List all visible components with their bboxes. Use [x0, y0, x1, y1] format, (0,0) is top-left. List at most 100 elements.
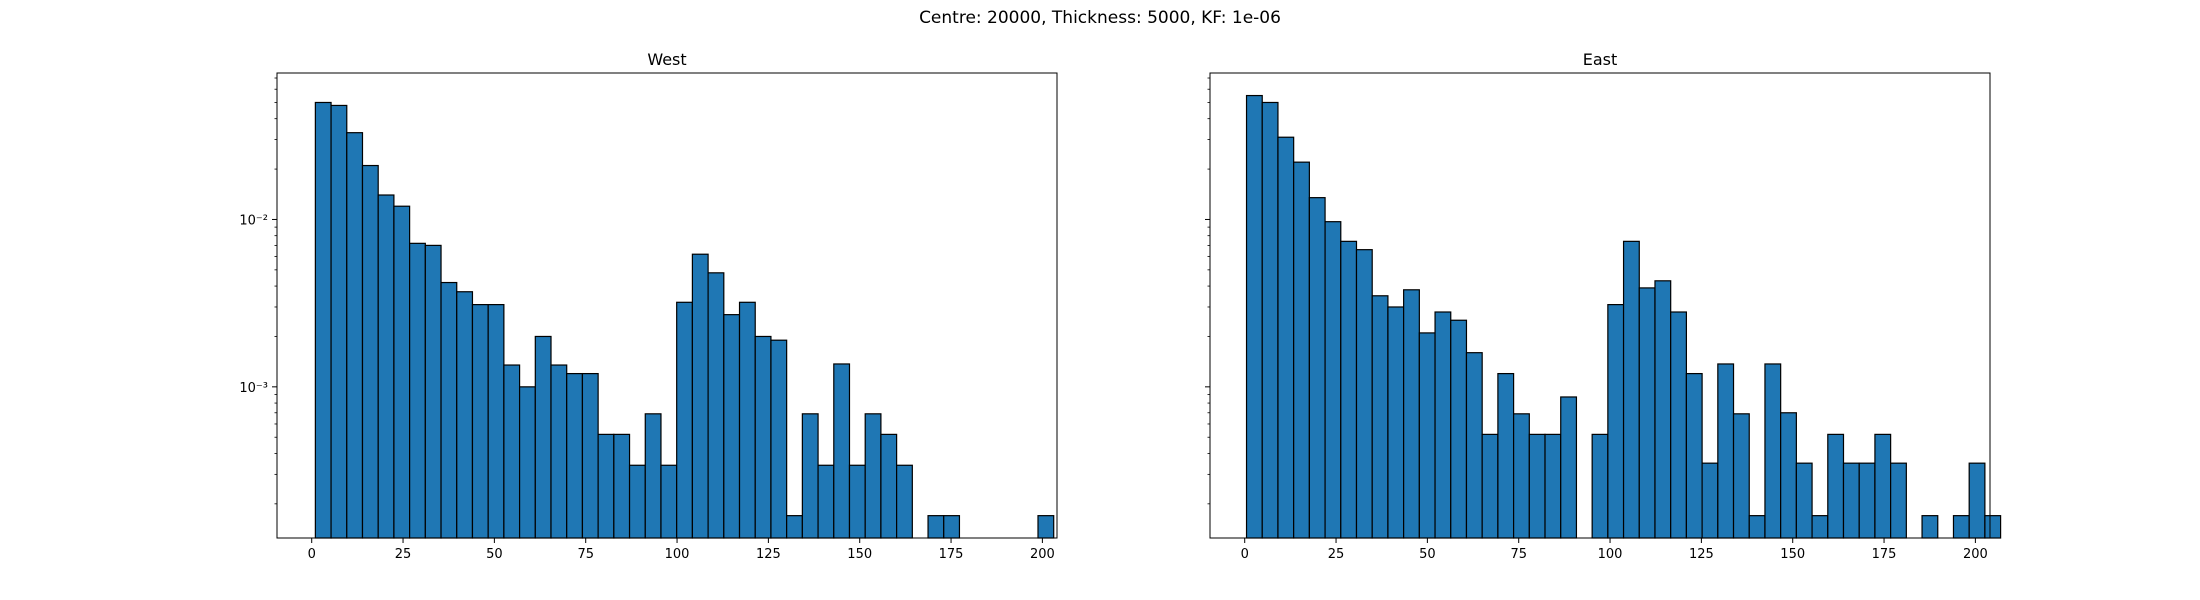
east-bar-13: [1450, 319, 1468, 539]
west-bar-16: [566, 372, 584, 539]
east-bar-6: [1340, 240, 1358, 539]
west-ytick-minor: [274, 77, 277, 505]
east-xtick-label-1: 25: [1328, 547, 1345, 562]
east-bar-7: [1355, 249, 1373, 539]
east-xtick-label-6: 150: [1780, 547, 1805, 562]
west-bar-19: [613, 433, 631, 539]
west-xtick-label-1: 25: [395, 547, 412, 562]
east-bar-31: [1732, 413, 1750, 539]
west-bar-40: [943, 515, 961, 539]
east-bar-30: [1717, 363, 1735, 539]
west-bar-17: [581, 372, 599, 539]
east-bar-36: [1811, 515, 1829, 539]
east-bar-25: [1638, 287, 1656, 539]
east-bar-34: [1780, 412, 1797, 539]
east-bar-20: [1560, 396, 1578, 539]
east-xtick-label-2: 50: [1419, 547, 1436, 562]
west-axes-title: West: [647, 50, 686, 69]
west-bar-22: [660, 464, 678, 539]
west-bar-30: [786, 515, 803, 539]
east-bar-11: [1418, 332, 1436, 539]
east-bar-5: [1324, 221, 1342, 539]
east-bar-27: [1670, 311, 1687, 539]
east-bar-15: [1481, 433, 1499, 539]
west-bar-6: [409, 242, 426, 539]
west-bar-36: [880, 433, 898, 539]
east-bar-45: [1952, 515, 1970, 539]
west-bars: [314, 101, 1055, 539]
west-bar-20: [628, 464, 646, 539]
west-xtick-label-4: 100: [665, 547, 690, 562]
west-bar-9: [456, 291, 474, 539]
west-xtick-label-8: 200: [1030, 547, 1055, 562]
west-bar-27: [738, 301, 756, 539]
west-xtick-label-3: 75: [577, 547, 594, 562]
east-bar-0: [1245, 94, 1263, 539]
west-bar-29: [770, 339, 788, 539]
east-xtick-label-8: 200: [1963, 547, 1988, 562]
west-bar-24: [691, 253, 709, 539]
west-bar-3: [361, 164, 379, 539]
east-xtick-label-3: 75: [1510, 547, 1527, 562]
west-histogram-panel: West 0 25 50 75 100 125 150 175 200 10⁻² 10⁻³: [239, 50, 1058, 562]
east-bar-12: [1434, 311, 1452, 539]
east-bar-14: [1465, 352, 1483, 539]
east-bar-10: [1403, 289, 1420, 539]
east-bar-47: [1984, 515, 2002, 539]
east-bar-16: [1497, 372, 1515, 539]
east-axes-title: East: [1583, 50, 1618, 69]
east-bar-29: [1701, 462, 1719, 539]
figure-suptitle: Centre: 20000, Thickness: 5000, KF: 1e-0…: [919, 8, 1281, 28]
east-bar-40: [1874, 433, 1892, 539]
east-bar-22: [1591, 433, 1609, 539]
west-bar-8: [440, 281, 458, 539]
west-bar-33: [833, 363, 851, 539]
east-bar-37: [1827, 433, 1845, 539]
west-bar-2: [346, 132, 364, 539]
west-xtick-label-6: 150: [847, 547, 872, 562]
east-bar-43: [1921, 515, 1939, 539]
west-xtick-label-0: 0: [308, 547, 316, 562]
east-bar-3: [1293, 161, 1310, 539]
east-bar-4: [1308, 197, 1326, 539]
west-bar-15: [550, 364, 568, 539]
west-bar-1: [330, 104, 348, 539]
west-bar-25: [707, 272, 725, 539]
east-bar-9: [1387, 306, 1405, 539]
west-bar-12: [503, 364, 521, 539]
west-axes-frame: [276, 72, 1058, 539]
east-xtick-label-7: 175: [1872, 547, 1897, 562]
west-bar-7: [424, 244, 442, 539]
east-ytick-minor: [1207, 77, 1210, 505]
east-bar-19: [1544, 433, 1562, 539]
west-bar-28: [754, 335, 772, 539]
east-bars: [1245, 94, 2002, 539]
east-bar-33: [1764, 363, 1782, 539]
east-bar-18: [1528, 433, 1546, 539]
west-bar-23: [676, 301, 693, 539]
east-bar-38: [1842, 462, 1860, 539]
west-ytick-label-0: 10⁻²: [239, 213, 268, 228]
east-bar-28: [1685, 372, 1703, 539]
east-bar-35: [1795, 462, 1813, 539]
west-bar-32: [817, 464, 835, 539]
east-bar-24: [1622, 240, 1640, 539]
west-bar-21: [644, 413, 662, 539]
west-bar-4: [377, 194, 395, 539]
east-bar-26: [1654, 280, 1672, 539]
west-bar-39: [927, 515, 945, 539]
west-bar-13: [518, 386, 536, 539]
east-bar-2: [1277, 136, 1295, 539]
east-bar-8: [1371, 295, 1389, 539]
west-bar-37: [896, 464, 913, 539]
east-bar-46: [1968, 462, 1986, 539]
west-bar-10: [471, 304, 489, 539]
east-bar-23: [1607, 304, 1625, 539]
west-bar-31: [801, 413, 819, 539]
east-xtick-label-5: 125: [1689, 547, 1714, 562]
west-bar-5: [393, 205, 411, 539]
east-bar-17: [1512, 413, 1530, 539]
east-bar-39: [1858, 462, 1876, 539]
east-bar-1: [1261, 101, 1279, 539]
